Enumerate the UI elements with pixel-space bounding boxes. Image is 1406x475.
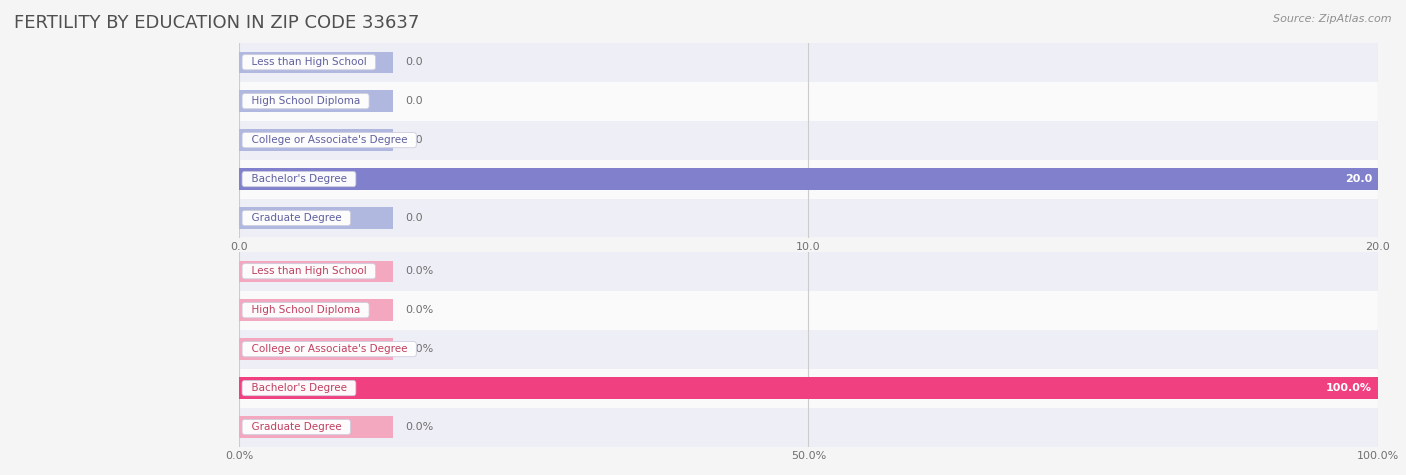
Bar <box>239 338 392 360</box>
Text: Source: ZipAtlas.com: Source: ZipAtlas.com <box>1274 14 1392 24</box>
Bar <box>239 369 1378 408</box>
Text: 100.0%: 100.0% <box>1326 383 1372 393</box>
Bar <box>239 330 1378 369</box>
Text: Graduate Degree: Graduate Degree <box>245 213 347 223</box>
Bar <box>239 51 392 73</box>
Bar <box>239 408 1378 446</box>
Bar <box>239 160 1378 199</box>
Text: Less than High School: Less than High School <box>245 266 373 276</box>
Bar <box>239 416 392 438</box>
Text: Graduate Degree: Graduate Degree <box>245 422 347 432</box>
Text: 0.0: 0.0 <box>405 96 423 106</box>
Bar <box>239 377 1378 399</box>
Text: 0.0: 0.0 <box>405 213 423 223</box>
Bar <box>239 90 392 112</box>
Text: FERTILITY BY EDUCATION IN ZIP CODE 33637: FERTILITY BY EDUCATION IN ZIP CODE 33637 <box>14 14 419 32</box>
Bar <box>239 43 1378 82</box>
Text: 0.0: 0.0 <box>405 135 423 145</box>
Text: 0.0%: 0.0% <box>405 422 433 432</box>
Text: Bachelor's Degree: Bachelor's Degree <box>245 383 353 393</box>
Bar <box>239 168 1378 190</box>
Text: 0.0%: 0.0% <box>405 305 433 315</box>
Text: College or Associate's Degree: College or Associate's Degree <box>245 135 413 145</box>
Text: High School Diploma: High School Diploma <box>245 305 367 315</box>
Text: 20.0: 20.0 <box>1346 174 1372 184</box>
Bar <box>239 121 1378 160</box>
Text: Less than High School: Less than High School <box>245 57 373 67</box>
Text: High School Diploma: High School Diploma <box>245 96 367 106</box>
Text: 0.0%: 0.0% <box>405 344 433 354</box>
Text: 0.0: 0.0 <box>405 57 423 67</box>
Bar <box>239 291 1378 330</box>
Text: Bachelor's Degree: Bachelor's Degree <box>245 174 353 184</box>
Bar <box>239 207 392 229</box>
Text: 0.0%: 0.0% <box>405 266 433 276</box>
Bar <box>239 260 392 282</box>
Bar <box>239 252 1378 291</box>
Bar <box>239 129 392 151</box>
Bar <box>239 199 1378 238</box>
Bar <box>239 299 392 321</box>
Text: College or Associate's Degree: College or Associate's Degree <box>245 344 413 354</box>
Bar <box>239 82 1378 121</box>
